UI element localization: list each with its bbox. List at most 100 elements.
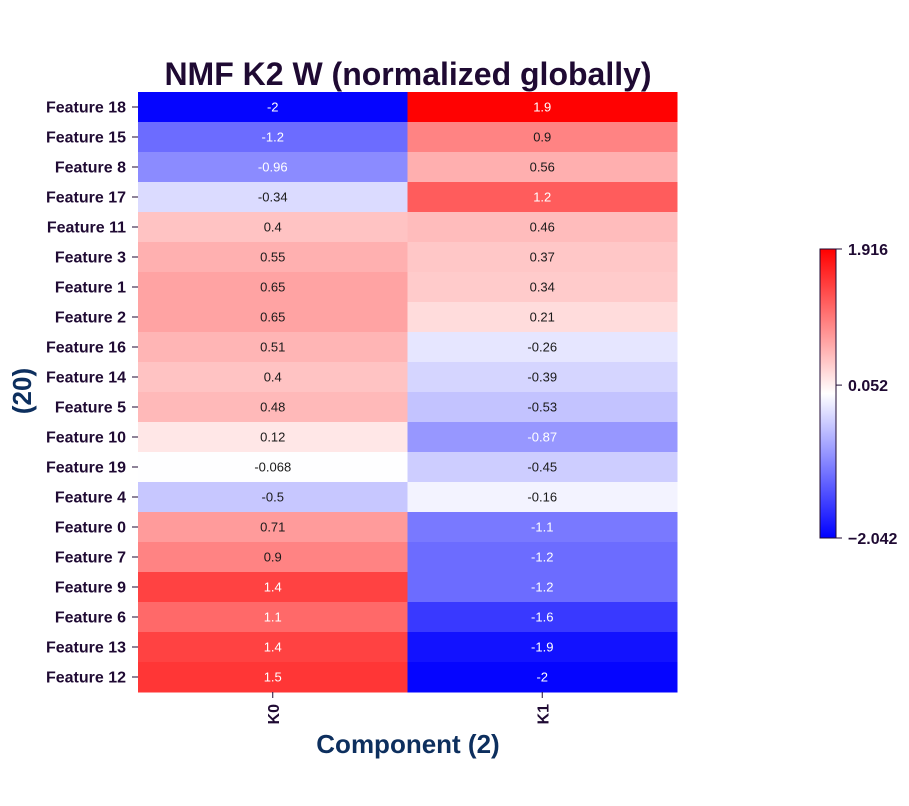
heatmap-cell bbox=[407, 602, 678, 633]
cell-value-label: 1.9 bbox=[533, 100, 551, 115]
cell-value-label: -2 bbox=[536, 670, 548, 685]
heatmap-cells: -2 1.9 -1.2 0.9 -0.96 0.56 -0.34 1.2 0.4 0.46 0.55… bbox=[138, 92, 678, 693]
heatmap-cell bbox=[138, 422, 408, 453]
cell-value-label: 0.56 bbox=[530, 160, 555, 175]
row-tick-label: Feature 11 bbox=[47, 220, 126, 237]
heatmap-cell bbox=[407, 572, 678, 603]
cell-value-label: 0.21 bbox=[530, 310, 555, 325]
heatmap-cell bbox=[138, 602, 408, 633]
heatmap-cell bbox=[407, 242, 678, 273]
row-tick-label: Feature 16 bbox=[46, 340, 126, 357]
cell-value-label: 1.4 bbox=[264, 640, 282, 655]
colorbar-tick-label: 1.916 bbox=[848, 242, 888, 259]
heatmap-cell bbox=[138, 272, 408, 303]
cell-value-label: -0.96 bbox=[258, 160, 288, 175]
heatmap-cell bbox=[138, 122, 408, 153]
row-tick-label: Feature 5 bbox=[55, 400, 126, 417]
heatmap-cell bbox=[407, 542, 678, 573]
cell-value-label: 0.65 bbox=[260, 310, 285, 325]
cell-value-label: 0.12 bbox=[260, 430, 285, 445]
colorbar: 1.916 0.052 −2.042 bbox=[819, 242, 897, 548]
column-labels: K0 K1 bbox=[266, 692, 552, 724]
row-tick-label: Feature 17 bbox=[46, 190, 126, 207]
cell-value-label: -0.53 bbox=[527, 400, 557, 415]
cell-value-label: 0.65 bbox=[260, 280, 285, 295]
cell-value-label: 0.34 bbox=[530, 280, 555, 295]
cell-value-label: -0.45 bbox=[527, 460, 557, 475]
heatmap-cell bbox=[138, 572, 408, 603]
heatmap-cell bbox=[407, 122, 678, 153]
heatmap-cell bbox=[138, 662, 408, 693]
row-tick-label: Feature 7 bbox=[55, 550, 126, 567]
cell-value-label: -2 bbox=[267, 100, 279, 115]
row-tick-label: Feature 8 bbox=[55, 160, 126, 177]
cell-value-label: 0.51 bbox=[260, 340, 285, 355]
cell-value-label: -0.16 bbox=[527, 490, 557, 505]
heatmap-cell bbox=[138, 152, 408, 183]
heatmap-cell bbox=[407, 452, 678, 483]
heatmap-cell bbox=[138, 512, 408, 543]
heatmap-cell bbox=[407, 662, 678, 693]
x-axis-label: Component (2) bbox=[316, 729, 499, 759]
row-labels: Feature 18 Feature 15 Feature 8 Feature 17 F… bbox=[46, 100, 138, 687]
cell-value-label: -1.6 bbox=[531, 610, 553, 625]
cell-value-label: -1.1 bbox=[531, 520, 553, 535]
cell-value-label: 0.48 bbox=[260, 400, 285, 415]
row-tick-label: Feature 2 bbox=[55, 310, 126, 327]
colorbar-tick-label: −2.042 bbox=[848, 531, 897, 548]
heatmap-cell bbox=[407, 632, 678, 663]
row-tick-label: Feature 15 bbox=[46, 130, 126, 147]
heatmap-cell bbox=[407, 152, 678, 183]
heatmap-cell bbox=[138, 542, 408, 573]
cell-value-label: 0.9 bbox=[533, 130, 551, 145]
heatmap-cell bbox=[138, 362, 408, 393]
heatmap-cell bbox=[138, 452, 408, 483]
heatmap-cell bbox=[138, 242, 408, 273]
heatmap-cell bbox=[407, 302, 678, 333]
cell-value-label: 0.4 bbox=[264, 220, 282, 235]
cell-value-label: -0.5 bbox=[262, 490, 284, 505]
cell-value-label: 1.2 bbox=[533, 190, 551, 205]
heatmap-cell bbox=[138, 212, 408, 243]
heatmap-cell bbox=[138, 392, 408, 423]
cell-value-label: -0.39 bbox=[527, 370, 557, 385]
heatmap-cell bbox=[407, 332, 678, 363]
y-axis-label: (20) bbox=[7, 368, 37, 414]
heatmap-cell bbox=[138, 182, 408, 213]
cell-value-label: -0.34 bbox=[258, 190, 288, 205]
cell-value-label: 0.71 bbox=[260, 520, 285, 535]
row-tick-label: Feature 19 bbox=[46, 460, 126, 477]
cell-value-label: 0.4 bbox=[264, 370, 282, 385]
heatmap-cell bbox=[138, 482, 408, 513]
heatmap-cell bbox=[407, 512, 678, 543]
cell-value-label: -0.068 bbox=[254, 460, 291, 475]
cell-value-label: -1.9 bbox=[531, 640, 553, 655]
heatmap-cell bbox=[138, 92, 408, 123]
cell-value-label: -0.26 bbox=[527, 340, 557, 355]
heatmap-cell bbox=[407, 212, 678, 243]
row-tick-label: Feature 12 bbox=[46, 670, 126, 687]
chart-title: NMF K2 W (normalized globally) bbox=[164, 56, 651, 92]
row-tick-label: Feature 0 bbox=[55, 520, 126, 537]
row-tick-label: Feature 10 bbox=[46, 430, 126, 447]
heatmap-cell bbox=[407, 392, 678, 423]
cell-value-label: -0.87 bbox=[527, 430, 557, 445]
heatmap-cell bbox=[407, 422, 678, 453]
row-tick-label: Feature 3 bbox=[55, 250, 126, 267]
row-tick-label: Feature 18 bbox=[46, 100, 126, 117]
cell-value-label: 0.46 bbox=[530, 220, 555, 235]
heatmap-cell bbox=[138, 332, 408, 363]
cell-value-label: 1.4 bbox=[264, 580, 282, 595]
heatmap-cell bbox=[407, 362, 678, 393]
row-tick-label: Feature 9 bbox=[55, 580, 126, 597]
cell-value-label: 0.9 bbox=[264, 550, 282, 565]
cell-value-label: -1.2 bbox=[262, 130, 284, 145]
heatmap-cell bbox=[138, 632, 408, 663]
cell-value-label: -1.2 bbox=[531, 550, 553, 565]
heatmap-cell bbox=[407, 182, 678, 213]
heatmap-cell bbox=[138, 302, 408, 333]
heatmap-cell bbox=[407, 92, 678, 123]
cell-value-label: 0.55 bbox=[260, 250, 285, 265]
cell-value-label: 1.5 bbox=[264, 670, 282, 685]
